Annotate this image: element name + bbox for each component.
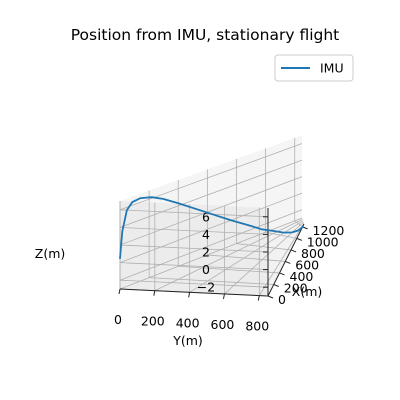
grid-z-backwall <box>119 143 303 211</box>
grid-z-backwall <box>119 176 303 246</box>
y-tick-label: 400 <box>176 315 200 330</box>
y-tick-mark <box>222 293 225 300</box>
x-tick-mark <box>279 272 285 276</box>
grid-x-floor <box>149 277 274 285</box>
x-tick-label: 200 <box>284 280 308 295</box>
grid-z-sidewall <box>119 279 269 288</box>
z-tick-label: 2 <box>202 245 210 260</box>
legend-frame <box>274 54 354 82</box>
y-tick-label: 600 <box>211 317 235 332</box>
x-tick-mark <box>285 260 291 264</box>
grid-z-backwall <box>119 209 303 281</box>
legend: IMU <box>274 54 354 82</box>
x-axis-label: X(m) <box>292 284 323 299</box>
z-tick-label: −2 <box>197 280 215 295</box>
grid-z-sidewall <box>119 262 269 270</box>
y-axis-line <box>119 288 269 297</box>
grid-z-backwall <box>119 192 303 263</box>
x-tick-label: 1200 <box>313 223 345 238</box>
y-tick-mark <box>257 295 260 301</box>
x-tick-label: 600 <box>295 257 319 272</box>
grid-z-sidewall <box>119 227 269 235</box>
series-line-imu <box>119 196 304 260</box>
x-tick-mark <box>296 237 302 241</box>
chart-title: Position from IMU, stationary flight <box>71 26 340 44</box>
y-tick-mark <box>153 290 156 296</box>
grid-x-floor <box>265 231 297 239</box>
y-tick-label: 0 <box>114 312 122 327</box>
grid-x-floor <box>236 243 292 251</box>
legend-label-imu: IMU <box>320 61 344 76</box>
x-tick-mark <box>267 295 274 299</box>
z-tick-label: 4 <box>202 227 210 242</box>
y-tick-label: 800 <box>245 319 269 334</box>
z-axis-label: Z(m) <box>35 246 66 261</box>
grid-y-floor <box>258 223 305 296</box>
x-tick-mark <box>290 249 297 253</box>
grid-z-sidewall <box>119 209 269 218</box>
x-tick-label: 0 <box>278 292 286 307</box>
grid-y-floor <box>224 221 304 295</box>
x-tick-label: 1000 <box>307 234 339 249</box>
z-tick-label: 6 <box>202 209 210 224</box>
z-tick-label: 0 <box>202 262 210 277</box>
y-axis-label: Y(m) <box>172 333 203 348</box>
grid-x-floor <box>207 254 286 262</box>
x-tick-mark <box>273 284 279 287</box>
y-tick-label: 200 <box>141 314 165 329</box>
axes-panes <box>120 135 304 296</box>
y-tick-mark <box>188 292 191 298</box>
y-tick-mark <box>118 288 121 295</box>
grid-z-sidewall <box>119 244 269 253</box>
grid-z-backwall <box>119 159 303 228</box>
grid-x-floor <box>178 265 280 274</box>
series-layer <box>119 196 304 260</box>
x-tick-label: 400 <box>290 269 314 284</box>
x-tick-label: 800 <box>301 246 325 261</box>
x-axis-line <box>267 223 305 297</box>
